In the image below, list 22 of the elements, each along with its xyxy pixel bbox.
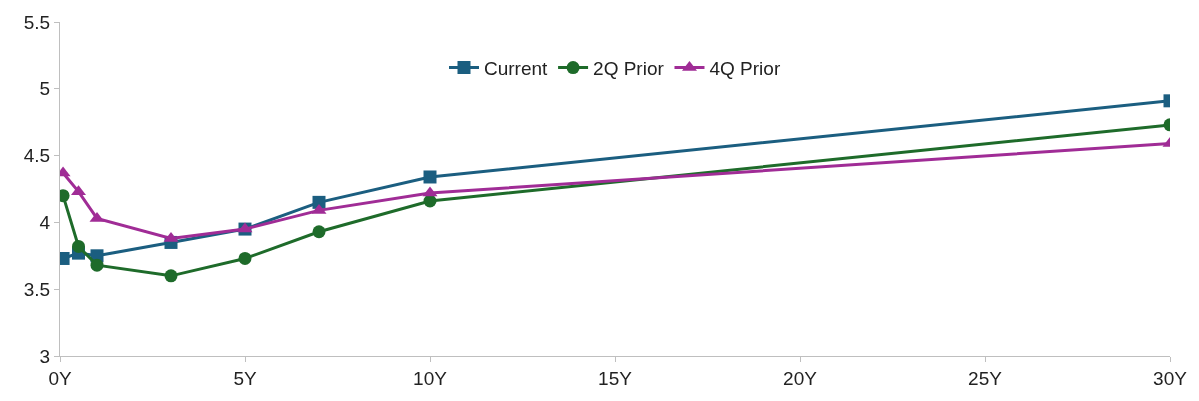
point — [423, 170, 437, 184]
y-tick-label: 5 — [39, 78, 51, 100]
point — [164, 269, 178, 283]
x-tick-label: 15Y — [598, 367, 633, 389]
x-tick-label: 25Y — [968, 367, 1003, 389]
y-tick-label: 4 — [39, 212, 51, 234]
point — [312, 225, 326, 239]
legend-label: 4Q Prior — [709, 57, 781, 79]
point — [90, 258, 104, 272]
x-tick-label: 5Y — [233, 367, 257, 389]
y-tick-label: 3 — [39, 345, 51, 367]
x-tick-label: 30Y — [1153, 367, 1188, 389]
point — [72, 239, 85, 253]
point — [238, 251, 252, 265]
y-tick-label: 4.5 — [23, 145, 51, 167]
y-tick-label: 5.5 — [23, 11, 51, 33]
y-tick-label: 3.5 — [23, 278, 51, 300]
x-tick-label: 20Y — [783, 367, 818, 389]
x-tick-label: 10Y — [413, 367, 448, 389]
legend-label: 2Q Prior — [593, 57, 665, 79]
x-tick-label: 0Y — [48, 367, 72, 389]
legend-label: Current — [484, 57, 549, 79]
